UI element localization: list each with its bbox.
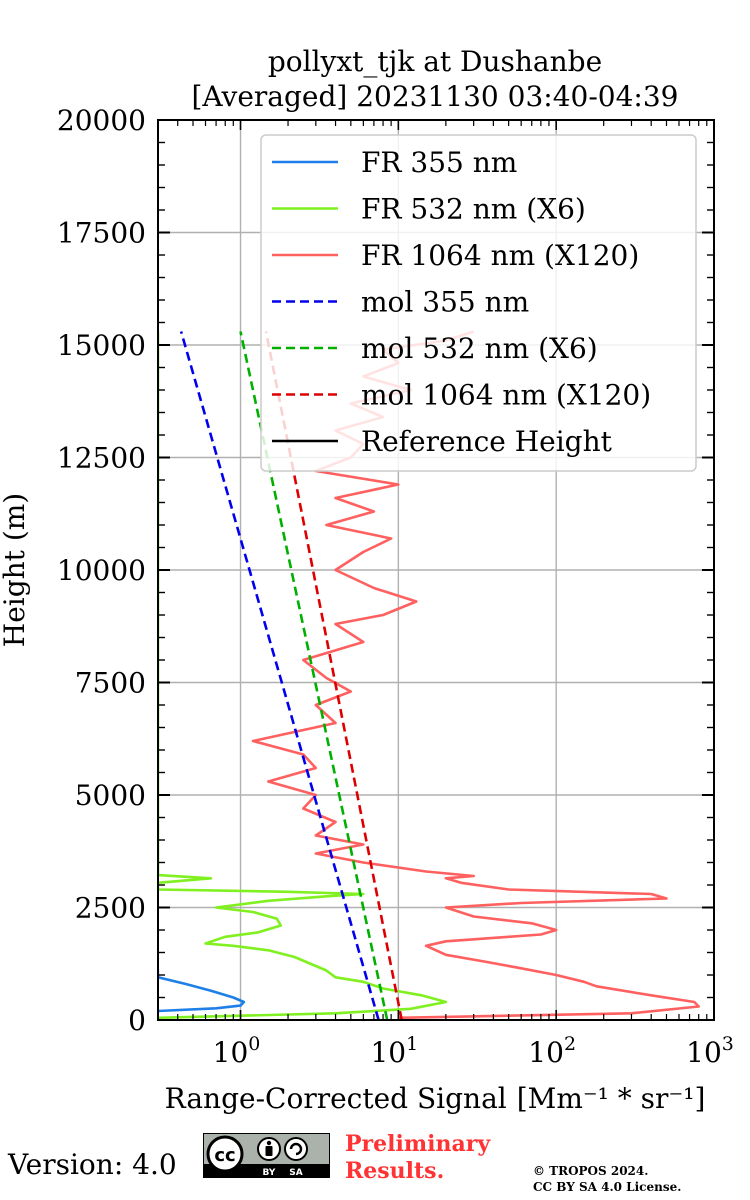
legend-label: mol 1064 nm (X120) <box>361 379 651 412</box>
y-tick-label: 15000 <box>57 329 146 362</box>
x-tick-base: 10 <box>686 1036 722 1069</box>
series-line-5 <box>239 331 389 1020</box>
badge-by-text: BY <box>263 1168 276 1178</box>
legend-label: mol 355 nm <box>361 286 529 319</box>
y-tick-label: 2500 <box>75 892 146 925</box>
cc-by-sa-badge: cc BY SA <box>203 1133 330 1178</box>
x-tick-label: 103 <box>686 1033 734 1069</box>
series-line-6 <box>264 331 403 1020</box>
preliminary-results: Preliminary Results. <box>345 1131 490 1185</box>
y-tick-label: 7500 <box>75 667 146 700</box>
y-tick-label: 5000 <box>75 779 146 812</box>
y-tick-label: 17500 <box>57 217 146 250</box>
sa-icon <box>284 1137 308 1161</box>
x-axis-label: Range-Corrected Signal [Mm⁻¹ * sr⁻¹] <box>165 1082 706 1115</box>
legend-label: mol 532 nm (X6) <box>361 332 598 365</box>
y-tick-label: 10000 <box>57 554 146 587</box>
legend-box <box>260 134 697 472</box>
x-tick-exponent: 3 <box>722 1033 734 1055</box>
x-tick-exponent: 1 <box>406 1033 418 1055</box>
copyright: © TROPOS 2024. CC BY SA 4.0 License. <box>533 1163 681 1195</box>
chart-title-line1: pollyxt_tjk at Dushanbe <box>268 45 602 78</box>
y-tick-label: 20000 <box>57 104 146 137</box>
ticks: 100 101 102 1030250050007500100001250015000… <box>57 104 734 1069</box>
legend-label: FR 532 nm (X6) <box>361 193 586 226</box>
x-axis-label-unit: [Mm⁻¹ * sr⁻¹] <box>517 1082 706 1115</box>
legend-label: FR 355 nm <box>361 146 517 179</box>
x-tick-base: 10 <box>528 1036 564 1069</box>
x-tick-label: 101 <box>370 1033 418 1069</box>
series-line-4 <box>179 331 380 1020</box>
version-text: Version: 4.0 <box>8 1148 177 1181</box>
sa-icon-arrow <box>289 1142 303 1156</box>
legend-label: Reference Height <box>361 425 613 458</box>
y-tick-label: 0 <box>128 1004 146 1037</box>
series-line-1 <box>158 932 246 1013</box>
by-icon-body <box>265 1146 273 1156</box>
copyright-line1: © TROPOS 2024. <box>533 1164 649 1178</box>
badge-sa-text: SA <box>289 1168 302 1178</box>
legend-label: FR 1064 nm (X120) <box>361 239 639 272</box>
x-tick-exponent: 0 <box>248 1033 260 1055</box>
series-layer <box>158 330 700 1020</box>
preliminary-line1: Preliminary <box>345 1131 491 1157</box>
series-line-2 <box>158 331 448 1020</box>
preliminary-line2: Results. <box>345 1158 445 1184</box>
cc-icon-text: cc <box>214 1145 235 1166</box>
y-tick-label: 12500 <box>57 442 146 475</box>
x-tick-base: 10 <box>213 1036 249 1069</box>
x-tick-exponent: 2 <box>564 1033 576 1055</box>
legend: FR 355 nm FR 532 nm (X6) FR 1064 nm (X120)… <box>260 134 697 472</box>
copyright-line2: CC BY SA 4.0 License. <box>533 1180 682 1194</box>
by-icon-head <box>266 1140 272 1146</box>
y-axis-label: Height (m) <box>0 493 31 647</box>
x-tick-base: 10 <box>370 1036 406 1069</box>
x-axis-label-text: Range-Corrected Signal <box>165 1082 507 1115</box>
chart-title-line2: [Averaged] 20231130 03:40-04:39 <box>192 80 679 113</box>
x-tick-label: 102 <box>528 1033 576 1069</box>
cc-icon <box>206 1135 244 1173</box>
x-tick-label: 100 <box>213 1033 261 1069</box>
